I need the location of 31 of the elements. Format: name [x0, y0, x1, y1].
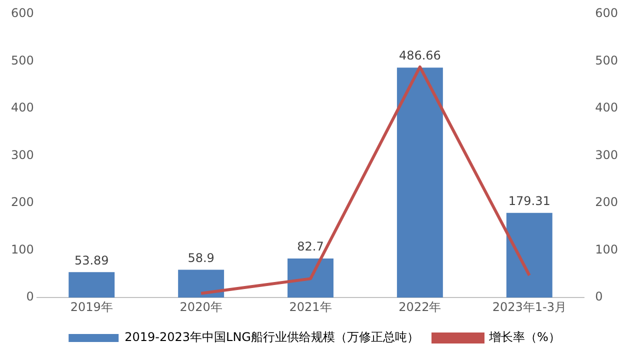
bar: [68, 272, 115, 298]
y-tick-label: 400: [11, 100, 34, 115]
y-tick-label: 600: [11, 6, 34, 20]
data-label: 486.66: [398, 48, 441, 63]
x-tick-label: 2019年: [70, 300, 113, 314]
y2-tick-label: 400: [595, 100, 618, 115]
x-tick-label: 2020年: [180, 300, 222, 314]
y-tick-label: 200: [11, 195, 34, 210]
x-tick-label: 2023年1-3月: [492, 300, 566, 314]
y2-tick-label: 500: [595, 53, 618, 68]
y-tick-label: 500: [11, 53, 34, 68]
y2-tick-label: 200: [595, 195, 618, 210]
x-tick-label: 2021年: [289, 300, 332, 314]
y2-tick-label: 600: [595, 6, 618, 20]
y2-tick-label: 300: [595, 148, 618, 162]
bar: [396, 68, 443, 298]
y-tick-label: 100: [11, 242, 34, 256]
y2-tick-label: 0: [595, 290, 603, 304]
legend-label: 增长率（%）: [488, 330, 560, 344]
bar: [506, 212, 552, 298]
x-tick-label: 2022年: [398, 300, 442, 314]
data-label: 58.9: [188, 250, 214, 265]
data-label: 179.31: [508, 194, 550, 208]
y-tick-label: 0: [26, 290, 34, 304]
bar: [178, 270, 224, 298]
y2-tick-label: 100: [595, 242, 618, 256]
bar: [288, 258, 334, 298]
data-label: 82.7: [297, 240, 324, 254]
legend-label: 2019-2023年中国LNG船行业供给规模（万修正总吨）: [124, 330, 419, 344]
y-tick-label: 300: [11, 148, 34, 162]
data-label: 53.89: [74, 253, 109, 268]
